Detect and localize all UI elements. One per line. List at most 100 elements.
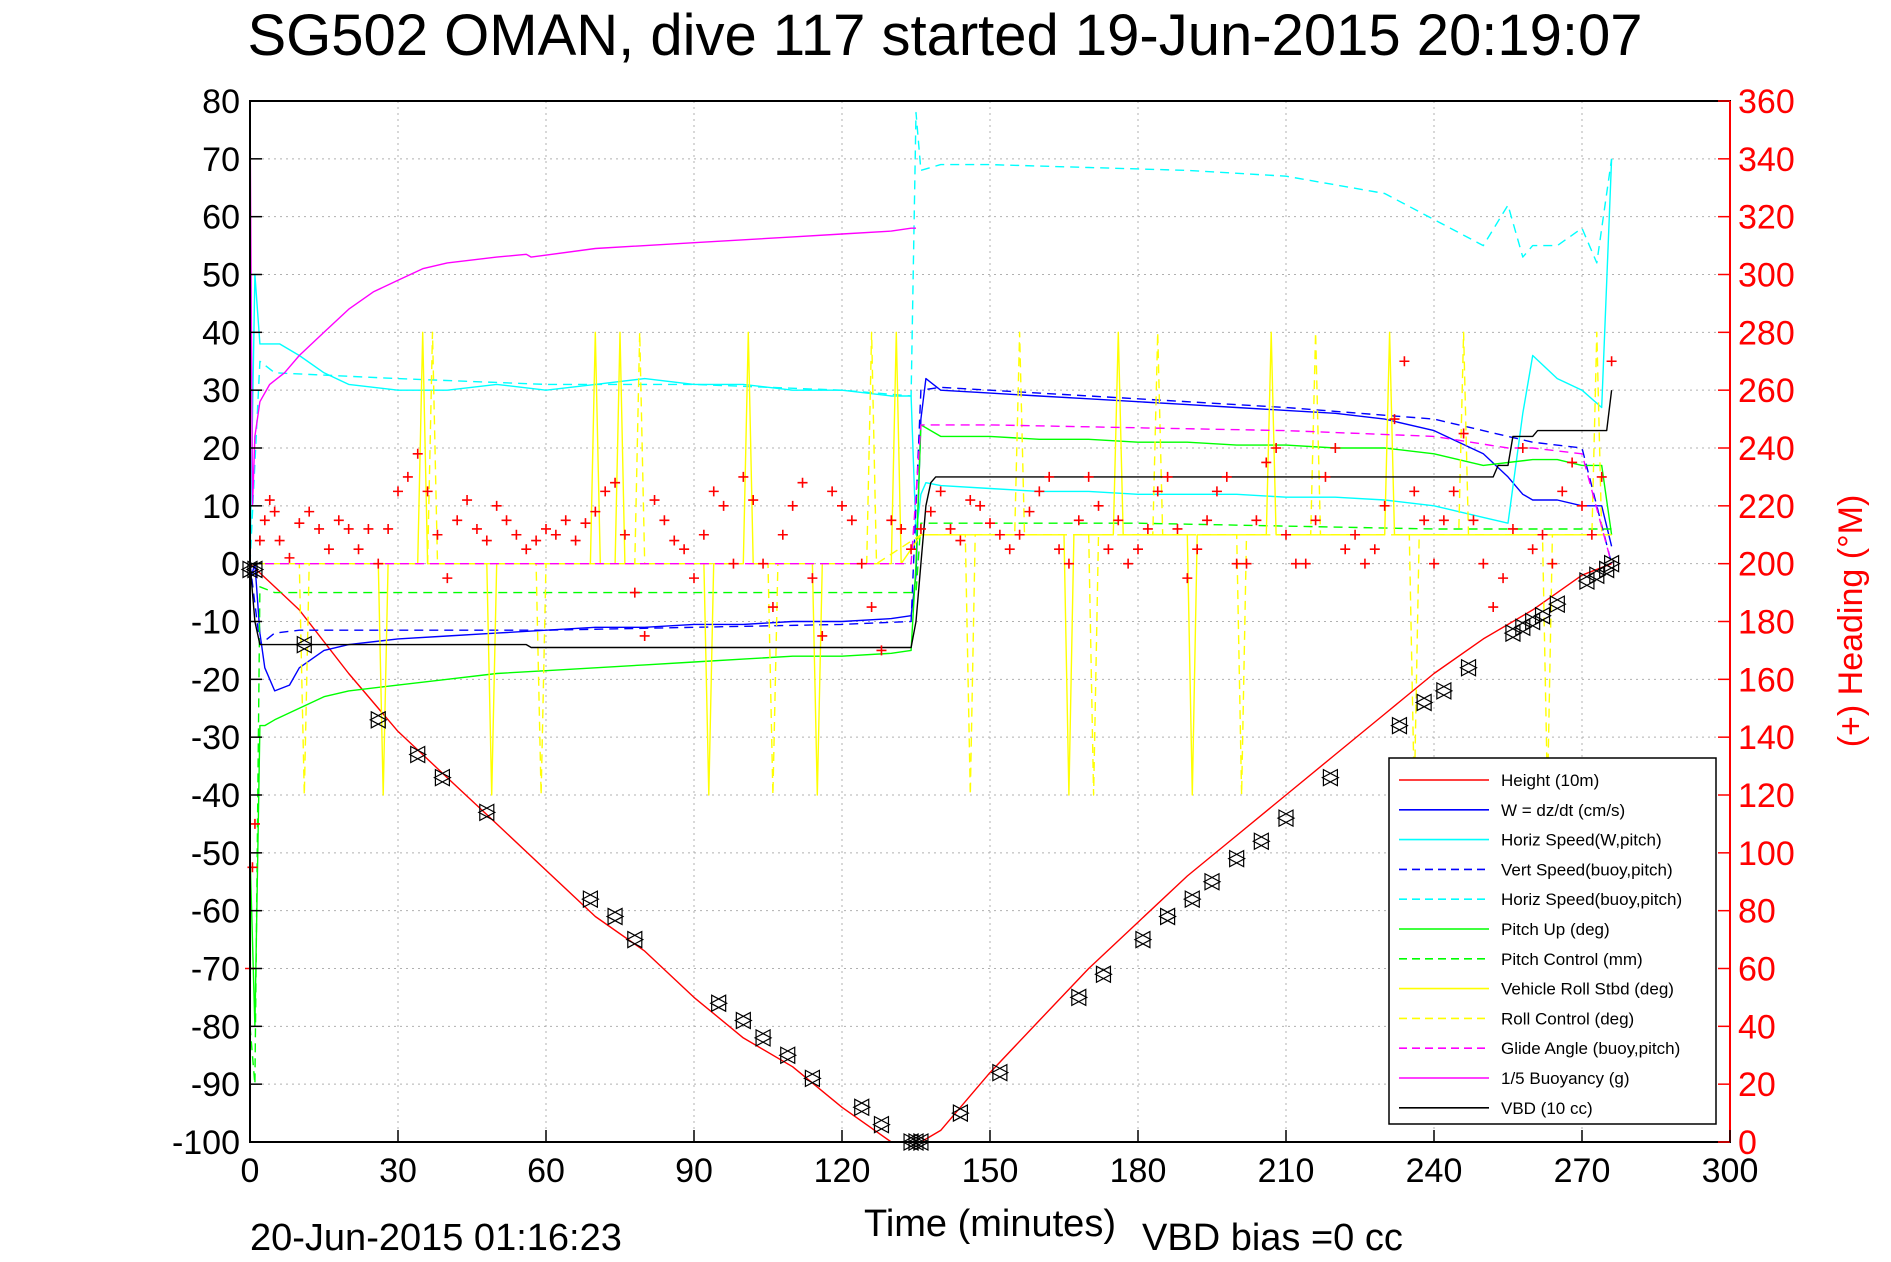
heading-point xyxy=(689,573,699,584)
left-tick-label: 40 xyxy=(202,314,240,352)
heading-point xyxy=(718,500,729,511)
legend-label: Roll Control (deg) xyxy=(1501,1009,1634,1028)
height-sample-marker xyxy=(245,560,265,579)
heading-point xyxy=(383,523,394,534)
heading-point xyxy=(698,529,709,540)
heading-point xyxy=(669,535,680,546)
heading-point xyxy=(1389,414,1400,425)
right-tick-label: 160 xyxy=(1738,661,1795,699)
legend-box xyxy=(1388,757,1717,1125)
legend-label: Glide Angle (buoy,pitch) xyxy=(1501,1039,1680,1058)
heading-point xyxy=(1438,515,1449,526)
right-tick-label: 280 xyxy=(1738,314,1795,352)
heading-point xyxy=(1557,486,1568,497)
x-axis-ticks: 0 30 60 90 120 150 180 210 240 270 300 xyxy=(241,1130,1758,1190)
left-tick-label: 10 xyxy=(202,488,240,526)
heading-point xyxy=(1182,573,1193,584)
heading-point xyxy=(1162,471,1173,482)
heading-point xyxy=(274,535,285,546)
heading-point xyxy=(1409,486,1420,497)
right-tick-label: 240 xyxy=(1738,430,1795,468)
x-tick-label: 240 xyxy=(1406,1152,1463,1190)
height-sample-marker xyxy=(852,1098,872,1117)
heading-point xyxy=(550,529,561,540)
left-tick-label: -50 xyxy=(191,835,240,873)
heading-point xyxy=(787,500,798,511)
left-tick-label: 70 xyxy=(202,141,240,179)
x-tick-label: 120 xyxy=(814,1152,871,1190)
heading-point xyxy=(1123,558,1134,569)
right-tick-label: 140 xyxy=(1738,719,1795,757)
heading-point xyxy=(1596,471,1607,482)
heading-point xyxy=(748,495,759,506)
heading-point xyxy=(1488,602,1499,613)
right-tick-label: 80 xyxy=(1738,893,1776,931)
x-tick-label: 0 xyxy=(241,1152,260,1190)
height-sample-marker xyxy=(1252,832,1271,851)
series-line-6 xyxy=(249,522,1612,1085)
heading-point xyxy=(1152,486,1163,497)
x-tick-label: 60 xyxy=(527,1152,565,1190)
height-sample-marker xyxy=(1227,849,1246,868)
left-tick-label: -20 xyxy=(191,661,240,699)
heading-point xyxy=(1083,471,1094,482)
height-sample-marker xyxy=(1602,554,1621,573)
heading-point xyxy=(955,535,966,546)
height-sample-marker xyxy=(1158,907,1177,926)
heading-point xyxy=(422,486,433,497)
height-sample-marker xyxy=(872,1115,891,1134)
heading-point xyxy=(1093,500,1104,511)
right-tick-label: 200 xyxy=(1738,546,1795,584)
left-tick-label: 60 xyxy=(202,199,240,237)
height-sample-marker xyxy=(734,1011,753,1030)
legend-label: Vehicle Roll Stbd (deg) xyxy=(1501,980,1674,999)
heading-point xyxy=(249,818,260,829)
heading-point xyxy=(363,523,374,534)
height-sample-marker xyxy=(1390,716,1409,735)
height-sample-markers xyxy=(240,554,1621,1151)
heading-point xyxy=(866,602,877,613)
right-tick-label: 40 xyxy=(1738,1008,1776,1046)
heading-point xyxy=(1113,515,1124,526)
heading-point xyxy=(1202,515,1213,526)
right-tick-label: 260 xyxy=(1738,372,1795,410)
heading-point xyxy=(1063,558,1074,569)
heading-point xyxy=(314,523,325,534)
right-tick-label: 320 xyxy=(1738,199,1795,237)
height-sample-marker xyxy=(1321,768,1340,787)
heading-point xyxy=(284,552,295,563)
heading-point xyxy=(1586,529,1597,540)
heading-point xyxy=(402,471,413,482)
heading-point xyxy=(1281,529,1291,540)
left-tick-label: 50 xyxy=(202,257,240,295)
heading-point xyxy=(708,486,719,497)
heading-point xyxy=(353,544,364,555)
heading-point xyxy=(1606,356,1617,367)
heading-point xyxy=(886,515,897,526)
height-sample-marker xyxy=(709,994,728,1013)
heading-point xyxy=(1320,471,1331,482)
heading-point xyxy=(837,500,847,511)
heading-point xyxy=(1221,471,1232,482)
x-tick-label: 210 xyxy=(1258,1152,1315,1190)
heading-point xyxy=(1468,515,1479,526)
height-sample-marker xyxy=(1459,658,1478,677)
left-tick-label: -100 xyxy=(172,1124,240,1162)
heading-markers xyxy=(245,356,1617,974)
heading-point xyxy=(965,495,976,506)
heading-point xyxy=(610,477,621,488)
heading-point xyxy=(1448,486,1459,497)
heading-point xyxy=(1133,544,1143,555)
left-tick-label: 30 xyxy=(202,372,240,410)
heading-point xyxy=(915,523,926,534)
heading-point xyxy=(541,523,551,534)
heading-point xyxy=(1251,515,1262,526)
heading-point xyxy=(1498,573,1509,584)
left-tick-label: 80 xyxy=(202,83,240,121)
right-tick-label: 0 xyxy=(1738,1124,1757,1162)
right-tick-label: 60 xyxy=(1738,951,1776,989)
heading-point xyxy=(1330,443,1341,453)
height-sample-marker xyxy=(477,803,497,822)
height-sample-marker xyxy=(368,710,388,729)
x-tick-label: 150 xyxy=(962,1152,1019,1190)
